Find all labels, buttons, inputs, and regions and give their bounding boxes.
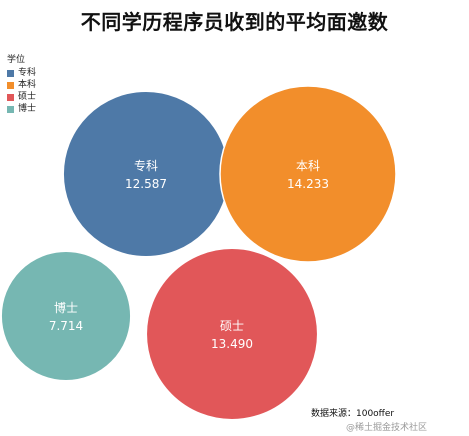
legend-swatch — [7, 81, 14, 89]
legend-label: 博士 — [18, 104, 37, 114]
legend-items: 专科 本科 硕士 博士 — [7, 67, 36, 115]
legend-label: 专科 — [18, 68, 37, 78]
legend-item: 本科 — [7, 79, 36, 91]
legend-swatch — [7, 69, 14, 77]
bubble-category-label: 专科 — [134, 158, 158, 173]
bubble-value-label: 7.714 — [49, 319, 83, 333]
legend-label: 本科 — [18, 80, 37, 90]
bubble-circle — [0, 250, 132, 382]
legend-item: 博士 — [7, 103, 36, 115]
bubble-category-label: 博士 — [54, 300, 78, 315]
bubble-3: 硕士 13.490 — [145, 247, 319, 421]
legend-item: 专科 — [7, 67, 36, 79]
chart-title: 不同学历程序员收到的平均面邀数 — [80, 10, 389, 34]
bubble-circle — [62, 90, 230, 258]
watermark: @稀土掘金技术社区 — [346, 423, 428, 433]
legend-swatch — [7, 93, 14, 101]
bubble-2: 本科 14.233 — [219, 85, 397, 263]
bubble-value-label: 14.233 — [287, 177, 329, 191]
data-source-note: 数据来源：100offer — [311, 409, 395, 419]
bubble-circle — [145, 247, 319, 421]
bubble-circle — [219, 85, 397, 263]
legend-swatch — [7, 105, 14, 113]
legend-item: 硕士 — [7, 91, 36, 103]
bubble-category-label: 硕士 — [220, 319, 244, 333]
bubble-category-label: 本科 — [296, 159, 320, 173]
bubble-value-label: 13.490 — [211, 337, 253, 351]
legend-title: 学位 — [7, 55, 26, 65]
bubble-4: 博士 7.714 — [0, 250, 132, 382]
legend-label: 硕士 — [18, 92, 37, 102]
bubble-value-label: 12.587 — [125, 177, 167, 191]
legend: 学位 专科本科硕士博士 — [7, 54, 36, 115]
bubble-1: 专科 12.587 — [62, 90, 230, 258]
